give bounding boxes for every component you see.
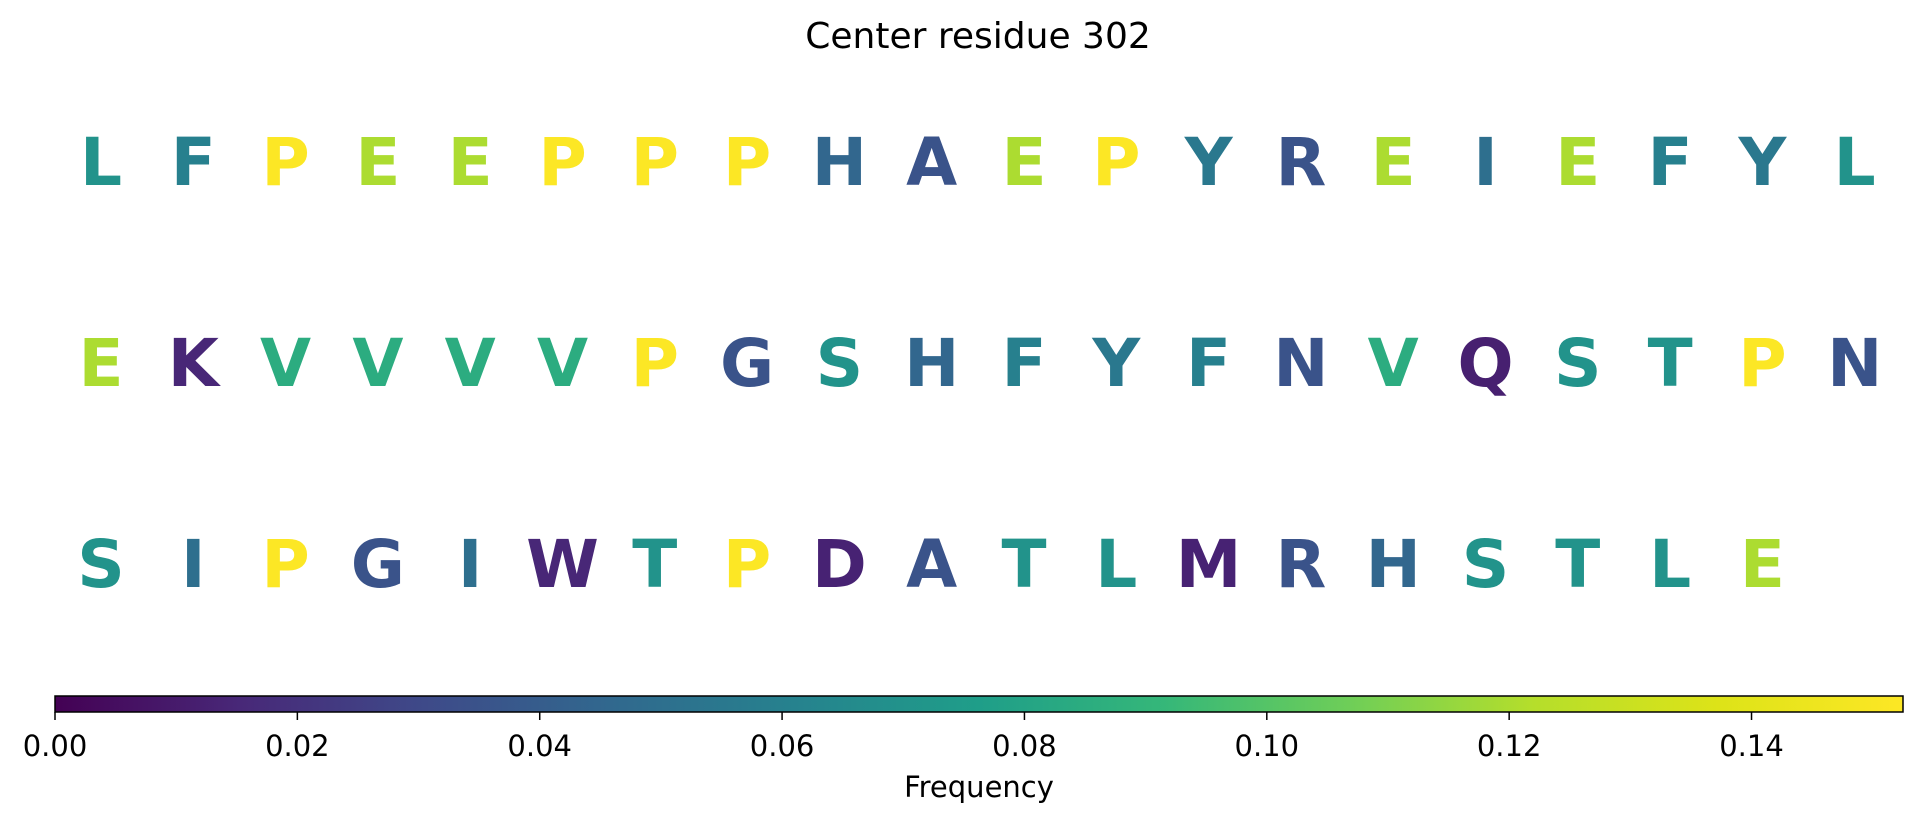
residue-letter: E	[448, 124, 493, 201]
colorbar-tick-label: 0.08	[992, 729, 1057, 763]
residue-letter: P	[538, 124, 586, 201]
residue-letter: V	[537, 325, 588, 402]
residue-letter: G	[720, 325, 774, 402]
residue-letter: H	[1366, 526, 1421, 603]
residue-letter: N	[1273, 325, 1328, 402]
residue-letter: P	[631, 124, 679, 201]
residue-letter: K	[168, 325, 222, 402]
colorbar-gradient	[54, 695, 1904, 713]
residue-letter: S	[816, 325, 864, 402]
residue-letter: H	[812, 124, 867, 201]
residue-letter: E	[78, 325, 123, 402]
residue-letter: L	[80, 124, 122, 201]
residue-letter: P	[1738, 325, 1786, 402]
residue-letter: V	[445, 325, 496, 402]
residue-letter: I	[458, 526, 483, 603]
residue-letter: F	[1186, 325, 1231, 402]
chart-title: Center residue 302	[805, 16, 1151, 57]
residue-letter: E	[1001, 124, 1046, 201]
colorbar-tick-label: 0.10	[1235, 729, 1300, 763]
residue-letter: D	[812, 526, 867, 603]
residue-letter: N	[1827, 325, 1882, 402]
colorbar-label: Frequency	[904, 770, 1054, 804]
residue-letter: L	[1834, 124, 1876, 201]
residue-letter: F	[1001, 325, 1046, 402]
residue-letter: E	[1555, 124, 1600, 201]
residue-letter: P	[1092, 124, 1140, 201]
residue-letter: W	[526, 526, 599, 603]
residue-letter: Y	[1091, 325, 1141, 402]
residue-letter: S	[1554, 325, 1602, 402]
residue-letter: P	[723, 526, 771, 603]
residue-letter: V	[352, 325, 403, 402]
residue-letter: L	[1095, 526, 1137, 603]
residue-letter: P	[261, 526, 309, 603]
residue-letter: T	[1001, 526, 1046, 603]
residue-letter: F	[1648, 124, 1693, 201]
residue-letter: E	[1371, 124, 1416, 201]
residue-letter: S	[77, 526, 125, 603]
residue-letter: E	[1740, 526, 1785, 603]
residue-letter: S	[1462, 526, 1510, 603]
residue-letter: G	[351, 526, 405, 603]
colorbar-tick-label: 0.12	[1477, 729, 1542, 763]
colorbar-tick-label: 0.04	[507, 729, 572, 763]
colorbar-tick-label: 0.06	[750, 729, 815, 763]
residue-letter: I	[1473, 124, 1498, 201]
residue-letter: A	[906, 124, 957, 201]
residue-letter: Y	[1184, 124, 1234, 201]
residue-letter: H	[904, 325, 959, 402]
colorbar-tick-label: 0.02	[265, 729, 330, 763]
colorbar: 0.00 0.02 0.04 0.06 0.08 0.10 0.12 0.14 Frequen…	[23, 695, 1904, 804]
residue-letter: P	[723, 124, 771, 201]
colorbar-ticks: 0.00 0.02 0.04 0.06 0.08 0.10 0.12 0.14	[23, 712, 1784, 763]
residue-letter: I	[181, 526, 206, 603]
residue-letter: T	[1648, 325, 1693, 402]
residue-letter: P	[261, 124, 309, 201]
residue-letter: V	[1368, 325, 1419, 402]
residue-letter: P	[631, 325, 679, 402]
residue-letter: F	[171, 124, 216, 201]
residue-letter: T	[632, 526, 677, 603]
colorbar-tick-label: 0.00	[23, 729, 88, 763]
residue-letter: A	[906, 526, 957, 603]
residue-letter: E	[355, 124, 400, 201]
residue-letter: M	[1176, 526, 1242, 603]
residue-letter: T	[1555, 526, 1600, 603]
colorbar-tick-label: 0.14	[1719, 729, 1784, 763]
residue-letter: L	[1649, 526, 1691, 603]
residue-letter: R	[1275, 124, 1326, 201]
residue-letter: V	[260, 325, 311, 402]
sequence-letters: L F P E E P P P H A E P Y R E I E F Y LE K V V V V P G S H F Y F N V Q S T P N…	[77, 124, 1882, 603]
residue-letter: Q	[1457, 325, 1513, 402]
residue-letter: Y	[1738, 124, 1788, 201]
residue-letter: R	[1275, 526, 1326, 603]
